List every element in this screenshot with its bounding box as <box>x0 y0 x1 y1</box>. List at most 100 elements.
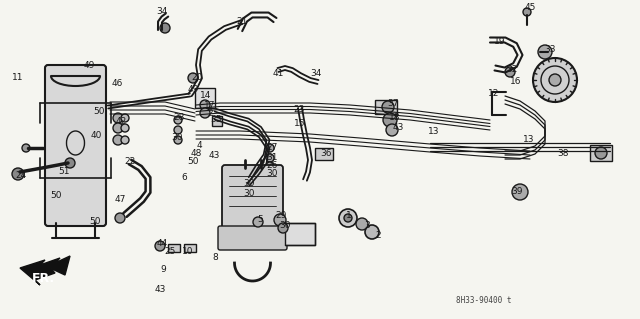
Circle shape <box>266 154 274 162</box>
Circle shape <box>278 223 288 233</box>
Text: 31: 31 <box>266 153 278 162</box>
Text: 30: 30 <box>266 169 278 179</box>
Text: 45: 45 <box>524 4 536 12</box>
Text: 37: 37 <box>387 100 399 108</box>
FancyBboxPatch shape <box>45 65 106 226</box>
Circle shape <box>115 213 125 223</box>
Text: 8: 8 <box>212 253 218 262</box>
FancyBboxPatch shape <box>218 226 287 250</box>
Text: 47: 47 <box>115 196 125 204</box>
Circle shape <box>160 23 170 33</box>
Text: 28: 28 <box>173 114 185 122</box>
Text: 5: 5 <box>257 216 263 225</box>
Text: 33: 33 <box>544 46 556 55</box>
Bar <box>184 244 196 252</box>
Bar <box>375 100 397 114</box>
Circle shape <box>113 113 123 123</box>
Text: 40: 40 <box>90 130 102 139</box>
Text: 48: 48 <box>190 149 202 158</box>
Text: 13: 13 <box>524 136 535 145</box>
Text: FR.: FR. <box>31 271 54 285</box>
Text: 43: 43 <box>392 123 404 132</box>
Text: 29: 29 <box>275 211 287 220</box>
Text: 44: 44 <box>156 239 168 248</box>
Text: 43: 43 <box>154 286 166 294</box>
Circle shape <box>253 217 263 227</box>
Circle shape <box>243 170 253 180</box>
Text: 34: 34 <box>156 8 168 17</box>
Text: 23: 23 <box>293 106 305 115</box>
Text: 11: 11 <box>12 73 24 83</box>
Text: 24: 24 <box>15 172 27 181</box>
Text: 9: 9 <box>160 264 166 273</box>
Text: 49: 49 <box>188 85 198 94</box>
Circle shape <box>266 170 274 178</box>
Text: 50: 50 <box>89 218 100 226</box>
FancyBboxPatch shape <box>222 165 283 231</box>
Circle shape <box>243 190 253 200</box>
Circle shape <box>386 124 398 136</box>
Circle shape <box>266 162 274 170</box>
Circle shape <box>174 126 182 134</box>
Text: 17: 17 <box>204 100 216 109</box>
Circle shape <box>121 114 129 122</box>
Text: 27: 27 <box>266 144 278 152</box>
Text: 12: 12 <box>488 88 500 98</box>
Circle shape <box>383 113 397 127</box>
Text: 3: 3 <box>364 221 370 231</box>
Circle shape <box>174 136 182 144</box>
Circle shape <box>523 8 531 16</box>
Bar <box>212 116 222 126</box>
Text: 19: 19 <box>494 38 506 47</box>
Circle shape <box>200 108 210 118</box>
Polygon shape <box>20 256 70 285</box>
Text: 39: 39 <box>511 188 523 197</box>
Text: 14: 14 <box>200 92 212 100</box>
Circle shape <box>356 218 368 230</box>
Bar <box>168 244 180 252</box>
Circle shape <box>339 209 357 227</box>
Text: 35: 35 <box>211 115 221 124</box>
Circle shape <box>200 100 210 110</box>
Circle shape <box>533 58 577 102</box>
Text: 50: 50 <box>188 158 199 167</box>
Text: 2: 2 <box>207 108 213 117</box>
Text: 30: 30 <box>243 179 255 188</box>
Circle shape <box>365 225 379 239</box>
Text: 2: 2 <box>375 232 381 241</box>
Circle shape <box>538 45 552 59</box>
Circle shape <box>65 158 75 168</box>
Text: 10: 10 <box>182 248 194 256</box>
Text: 20: 20 <box>191 72 203 81</box>
Text: 4: 4 <box>196 140 202 150</box>
Text: 41: 41 <box>272 69 284 78</box>
Text: 49: 49 <box>83 61 95 70</box>
Text: 43: 43 <box>208 151 220 160</box>
Text: 50: 50 <box>93 108 105 116</box>
Circle shape <box>155 241 165 251</box>
Text: 46: 46 <box>111 78 123 87</box>
Circle shape <box>12 168 24 180</box>
Circle shape <box>113 135 123 145</box>
Text: 50: 50 <box>51 191 61 201</box>
Circle shape <box>243 180 253 190</box>
Circle shape <box>113 123 123 133</box>
Text: 13: 13 <box>428 128 440 137</box>
Circle shape <box>382 101 394 113</box>
Text: 1: 1 <box>346 211 352 220</box>
Text: 30: 30 <box>172 133 183 143</box>
Text: 18: 18 <box>389 114 401 122</box>
Circle shape <box>121 124 129 132</box>
Text: 30: 30 <box>243 189 255 197</box>
Text: 42: 42 <box>115 117 127 127</box>
Text: 51: 51 <box>58 167 70 176</box>
Circle shape <box>22 144 30 152</box>
Circle shape <box>274 214 286 226</box>
Text: 34: 34 <box>310 70 322 78</box>
Circle shape <box>549 74 561 86</box>
Bar <box>195 88 215 108</box>
Text: 32: 32 <box>506 65 518 75</box>
Circle shape <box>505 67 515 77</box>
Circle shape <box>188 73 198 83</box>
Text: 38: 38 <box>557 149 569 158</box>
